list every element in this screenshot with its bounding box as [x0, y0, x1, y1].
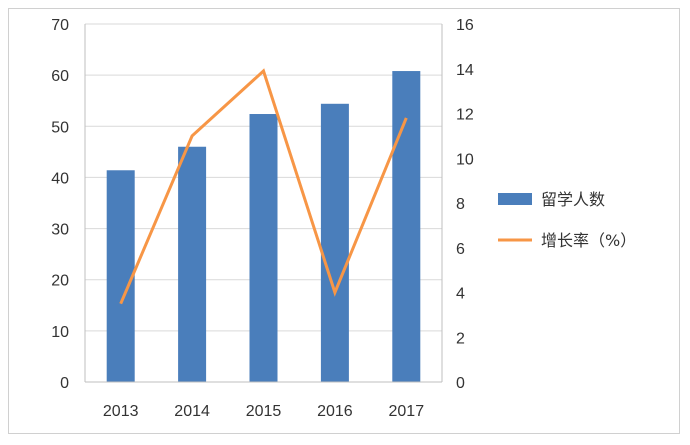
- x-axis-ticks: 2013 2014 2015 2016 2017: [103, 403, 424, 420]
- bar-2015: [249, 114, 278, 383]
- right-axis-ticks: 0 2 4 6 8 10 12 14 16: [456, 17, 474, 392]
- right-tick-label: 10: [456, 151, 474, 168]
- x-tick-label: 2014: [174, 403, 210, 420]
- bar-2013: [106, 170, 135, 382]
- left-tick-label: 40: [51, 170, 69, 187]
- left-tick-label: 10: [51, 324, 69, 341]
- right-tick-label: 4: [456, 286, 465, 303]
- legend-label-line: 增长率（%）: [541, 231, 636, 250]
- left-axis-ticks: 0 10 20 30 40 50 60 70: [51, 17, 69, 392]
- x-tick-label: 2017: [389, 403, 425, 420]
- bars: [106, 71, 421, 383]
- left-tick-label: 70: [51, 17, 69, 34]
- legend-label-bar: 留学人数: [541, 190, 605, 209]
- bar-2017: [392, 71, 421, 383]
- left-tick-label: 60: [51, 68, 69, 85]
- growth-line: [119, 68, 408, 305]
- right-tick-label: 2: [456, 330, 465, 347]
- legend: 留学人数 增长率（%）: [498, 190, 636, 250]
- left-tick-label: 20: [51, 273, 69, 290]
- bar-2016: [320, 103, 349, 382]
- x-tick-label: 2015: [246, 403, 282, 420]
- axes: [84, 24, 443, 383]
- growth-line-path: [119, 68, 408, 305]
- x-tick-label: 2013: [103, 403, 139, 420]
- left-tick-label: 0: [60, 375, 69, 392]
- right-tick-label: 16: [456, 17, 474, 34]
- right-tick-label: 6: [456, 241, 465, 258]
- legend-swatch-bar: [498, 193, 532, 205]
- right-tick-label: 12: [456, 107, 474, 124]
- bar-2014: [178, 146, 207, 382]
- right-tick-label: 8: [456, 196, 465, 213]
- left-tick-label: 30: [51, 222, 69, 239]
- x-tick-label: 2016: [317, 403, 353, 420]
- left-tick-label: 50: [51, 119, 69, 136]
- right-tick-label: 0: [456, 375, 465, 392]
- right-tick-label: 14: [456, 62, 474, 79]
